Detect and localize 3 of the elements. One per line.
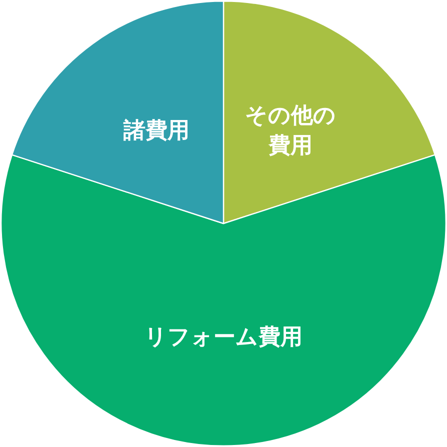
slice-label: その他の費用 [245,104,336,159]
slice-label: リフォーム費用 [144,325,302,350]
slice-label: 諸費用 [122,118,190,144]
